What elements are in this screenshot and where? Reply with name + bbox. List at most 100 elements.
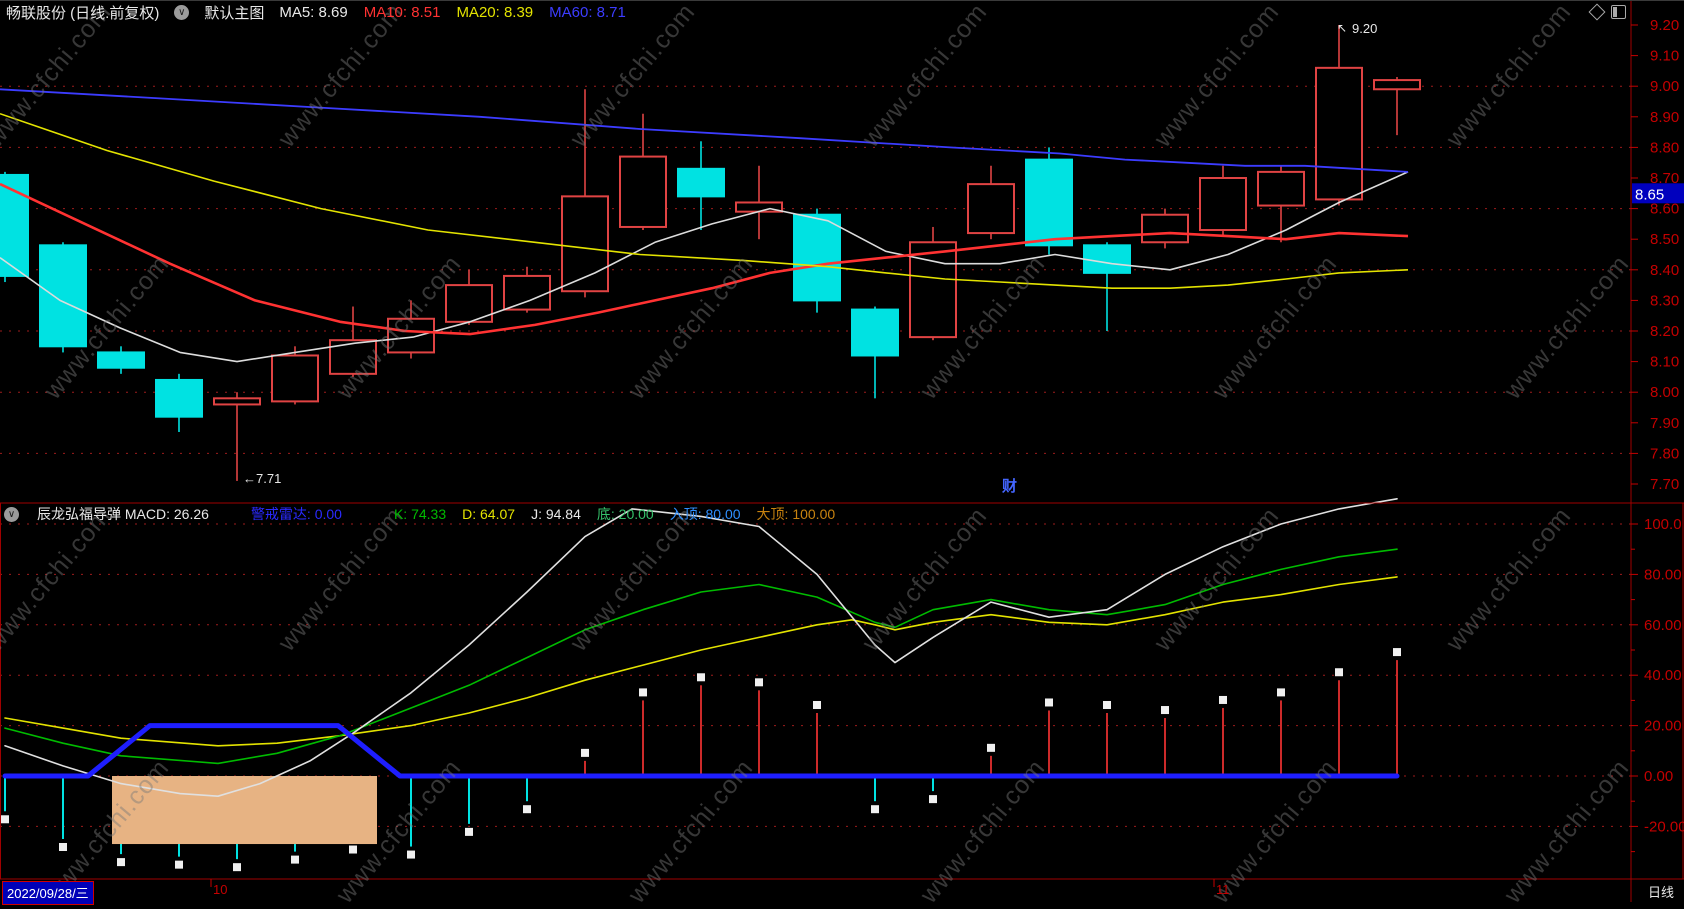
candle-up <box>1199 177 1247 232</box>
candle-down <box>793 213 841 302</box>
histogram-marker-square <box>1219 695 1227 704</box>
time-axis-bar: 2022/09/28/三 10 11 日线 <box>0 879 1684 905</box>
diamond-icon[interactable] <box>1588 3 1606 21</box>
date-box[interactable]: 2022/09/28/三 <box>2 881 94 905</box>
panel-toggle-icon[interactable] <box>1611 5 1626 19</box>
histogram-marker-square <box>581 748 589 757</box>
month-tick-label: 11 <box>1216 882 1230 897</box>
indicator-axis-label: 100.0 <box>1644 516 1682 533</box>
price-axis-label: 9.00 <box>1650 78 1679 95</box>
ma-legend: MA5: 8.69 MA10: 8.51 MA20: 8.39 MA60: 8.71 <box>279 4 626 21</box>
price-axis-label: 8.00 <box>1650 384 1679 401</box>
ma-line-ma10 <box>0 182 1409 336</box>
price-axis-label: 7.70 <box>1650 476 1679 493</box>
ma-line-ma20 <box>0 112 1409 290</box>
histogram-marker-square <box>929 795 937 804</box>
histogram-marker-square <box>1335 668 1343 677</box>
ma10-value: MA10: 8.51 <box>363 4 441 21</box>
last-price-badge <box>1632 183 1684 204</box>
chevron-down-icon[interactable]: ∨ <box>174 5 190 20</box>
candle-down <box>1025 158 1073 247</box>
arrow-up-left-icon: ↖ <box>1337 21 1348 35</box>
ma-line-ma5 <box>0 171 1409 363</box>
price-axis-label: 7.80 <box>1650 445 1679 462</box>
candle-up <box>1373 79 1421 91</box>
histogram-marker-square <box>697 673 705 682</box>
period-selector[interactable]: 日线 <box>1647 885 1674 900</box>
histogram-marker-square <box>813 701 821 709</box>
last-price-badge-text: 8.65 <box>1635 186 1664 203</box>
price-axis-label: 8.50 <box>1650 231 1679 248</box>
histogram-marker-square <box>755 678 763 687</box>
chevron-down-icon[interactable]: ∨ <box>4 506 19 522</box>
histogram-marker-square <box>1161 706 1169 715</box>
sub-plot-area[interactable] <box>0 504 1631 879</box>
price-axis-label: 9.20 <box>1650 17 1679 34</box>
candle-up <box>561 195 609 293</box>
histogram-marker-square <box>523 805 531 814</box>
ma60-value: MA60: 8.71 <box>549 4 626 21</box>
price-axis-label: 7.90 <box>1650 415 1679 432</box>
indicator-line-d <box>4 576 1398 747</box>
histogram-marker-square <box>175 860 183 869</box>
month-tick-label: 10 <box>213 882 228 897</box>
candle-up <box>967 183 1015 235</box>
price-axis-label: 8.10 <box>1650 354 1679 371</box>
indicator-axis-label: 40.00 <box>1644 667 1682 684</box>
histogram-marker-square <box>1277 688 1285 697</box>
ma-lines <box>0 88 1409 363</box>
histogram-marker-square <box>1103 701 1111 709</box>
main-plot-area[interactable] <box>0 23 1631 503</box>
histogram-marker-square <box>871 805 879 814</box>
indicator-axis: 100.0 80.00 60.00 40.00 20.00 0.00 -20.00 <box>1631 516 1684 853</box>
indicator-line-警戒雷达 <box>2 723 1400 779</box>
candle-down <box>97 351 145 369</box>
histogram-marker-square <box>349 845 357 854</box>
alert-radar-value: 警戒雷达: 0.00 <box>250 506 342 522</box>
entry-top-value: 入顶: 80.00 <box>669 506 741 522</box>
main-chart-type-label[interactable]: 默认主图 <box>204 5 265 22</box>
histogram-marker-square <box>465 827 473 836</box>
price-axis-label: 8.60 <box>1650 201 1679 218</box>
histogram-marker-square <box>987 743 995 752</box>
price-axis-label: 8.20 <box>1650 323 1679 340</box>
ma5-value: MA5: 8.69 <box>279 4 348 21</box>
histogram-marker-square <box>1393 648 1401 657</box>
cai-logo-badge: 财 <box>1002 478 1018 495</box>
histogram-marker-square <box>59 843 67 851</box>
indicator-axis-label: 60.00 <box>1644 617 1682 634</box>
candle-down <box>677 167 725 198</box>
price-axis: 9.20 9.10 9.00 8.90 8.80 8.70 8.60 8.50 8.40 8.30… <box>1631 17 1684 493</box>
candle-down <box>155 378 203 418</box>
j-value: J: 94.84 <box>531 506 581 522</box>
candle-up <box>1315 66 1363 201</box>
indicator-name-macd-value: 辰龙弘福导弹 MACD: 26.26 <box>37 506 209 522</box>
candle-up <box>271 354 319 403</box>
histogram-marker-square <box>291 855 299 864</box>
indicator-axis-label: 80.00 <box>1644 566 1682 583</box>
indicator-axis-label: -20.00 <box>1644 818 1684 835</box>
indicator-axis-label: 20.00 <box>1644 718 1682 735</box>
bottom-level-value: 底: 20.00 <box>596 506 654 522</box>
main-chart-header: 畅联股份 (日线.前复权) ∨ 默认主图 MA5: 8.69 MA10: 8.51… <box>6 2 626 23</box>
indicator-header: ∨ 辰龙弘福导弹 MACD: 26.26 警戒雷达: 0.00 K: 74.33 D:… <box>4 505 835 523</box>
indicator-line-k <box>4 548 1398 765</box>
candle-up <box>213 397 261 406</box>
histogram-marker-square <box>1045 698 1053 707</box>
histogram-marker-square <box>117 858 125 867</box>
candle-up <box>1257 170 1305 207</box>
time-axis-ticks <box>210 879 1215 887</box>
histogram-marker-square <box>639 688 647 697</box>
window-controls <box>1588 3 1626 21</box>
price-axis-label: 9.10 <box>1650 48 1679 65</box>
price-axis-label: 8.70 <box>1650 170 1679 187</box>
stock-title: 畅联股份 (日线.前复权) <box>6 5 160 22</box>
ma20-value: MA20: 8.39 <box>456 4 534 21</box>
price-axis-label: 8.90 <box>1650 109 1679 126</box>
candle-up <box>387 317 435 354</box>
price-axis-label: 8.40 <box>1650 262 1679 279</box>
indicator-axis-label: 0.00 <box>1644 768 1673 785</box>
k-value: K: 74.33 <box>393 506 447 522</box>
